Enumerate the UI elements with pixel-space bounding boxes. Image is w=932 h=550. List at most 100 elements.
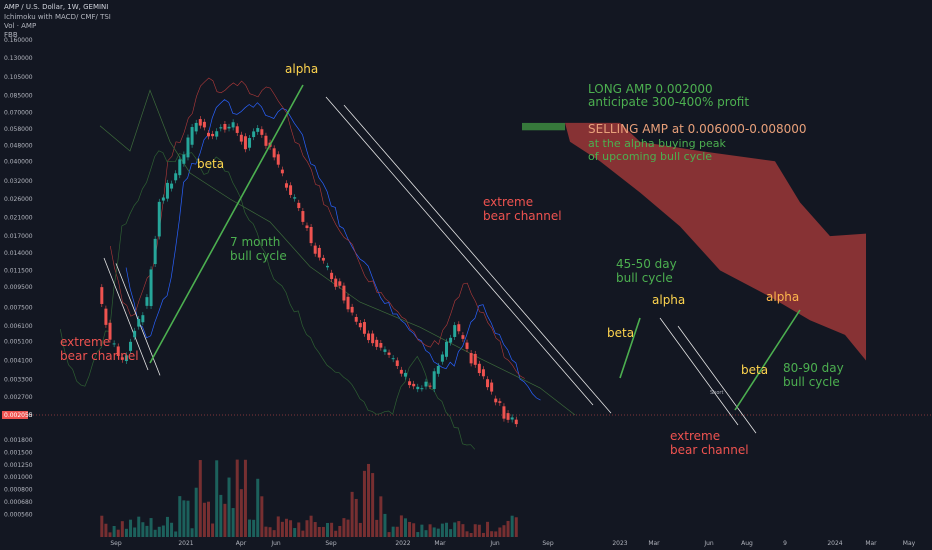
y-tick-label: 0.130000 (4, 55, 33, 62)
candle-body (371, 333, 375, 344)
volume-bar (174, 531, 178, 537)
volume-bar (428, 524, 432, 537)
volume-bar (145, 525, 149, 537)
volume-bar (256, 478, 260, 537)
candle-body (465, 342, 469, 349)
candle-body (387, 352, 391, 355)
volume-bar (284, 518, 288, 537)
volume-bar (375, 519, 379, 537)
kumo-cloud-green (522, 122, 565, 131)
alpha-label-2: alpha (652, 293, 685, 307)
candle-body (284, 183, 288, 188)
candle-body (153, 238, 157, 265)
volume-bar (219, 494, 223, 537)
y-tick-label: 0.005100 (4, 338, 33, 345)
y-tick-label: 0.021000 (4, 215, 33, 222)
y-tick-label: 0.001250 (4, 462, 33, 469)
candle-body (227, 126, 231, 129)
candle-body (490, 382, 494, 392)
sell-note-line3: of upcoming bull cycle (588, 150, 712, 163)
bear-channel-1-label-line1: extreme (60, 335, 110, 349)
volume-bar (268, 527, 272, 537)
volume-bar (469, 532, 473, 537)
volume-bar (182, 500, 186, 537)
volume-bar (116, 529, 120, 537)
candle-body (481, 369, 485, 377)
volume-bar (124, 528, 128, 537)
y-tick-label: 0.000560 (4, 511, 33, 518)
volume-bar (141, 522, 145, 537)
candle-body (256, 128, 260, 132)
volume-bar (215, 460, 219, 537)
candle-body (317, 247, 321, 258)
alpha-label-3: alpha (766, 290, 799, 304)
volume-bar (186, 500, 190, 537)
volume-bar (371, 473, 375, 537)
y-tick-label: 0.001500 (4, 449, 33, 456)
volume-bar (170, 522, 174, 537)
candle-body (321, 257, 325, 261)
volume-bar (346, 519, 350, 537)
beta-label-3: beta (741, 363, 768, 377)
bear-channel-3-lower (677, 325, 757, 434)
y-tick-label: 0.048000 (4, 142, 33, 149)
volume-bar (412, 523, 416, 537)
candle-body (428, 385, 432, 387)
candle-body (252, 131, 256, 138)
candle-body (383, 349, 387, 352)
volume-bar (223, 503, 227, 537)
volume-bar (137, 516, 141, 537)
volume-bar (416, 532, 420, 537)
y-tick-label: 0.001800 (4, 437, 33, 444)
candle-body (399, 369, 403, 374)
volume-bar (330, 522, 334, 537)
beta-label-1: beta (197, 157, 224, 171)
candle-body (334, 278, 338, 287)
candle-body (116, 346, 120, 356)
volume-bar (149, 518, 153, 537)
volume-bar (457, 521, 461, 537)
candle-body (272, 148, 276, 158)
candle-body (514, 419, 518, 425)
volume-bar (231, 508, 235, 537)
x-tick-label: Jun (270, 540, 281, 547)
volume-bar (350, 491, 354, 537)
y-tick-label: 0.160000 (4, 37, 33, 44)
volume-bar (383, 513, 387, 537)
price-badge-label: 0.002055 (4, 412, 33, 419)
y-tick-label: 0.009500 (4, 284, 33, 291)
candle-body (194, 122, 198, 132)
candle-body (145, 297, 149, 306)
bear-channel-1-label-line2: bear channel (60, 349, 139, 363)
x-tick-label: May (903, 540, 916, 547)
bull-cycle-line-2 (619, 317, 641, 379)
candle-body (190, 127, 194, 145)
volume-bar (358, 522, 362, 537)
x-tick-label: 2023 (612, 540, 627, 547)
candle-body (248, 138, 252, 148)
volume-bar (264, 526, 268, 537)
candle-body (346, 296, 350, 310)
volume-bar (403, 518, 407, 537)
candle-body (506, 413, 510, 420)
volume-bar (104, 523, 108, 537)
chart-title: AMP / U.S. Dollar, 1W, GEMINI (4, 3, 109, 11)
volume-bar (477, 524, 481, 537)
volume-bar (440, 523, 444, 537)
candle-body (231, 122, 235, 128)
volume-bar (248, 519, 252, 537)
candle-body (223, 123, 227, 130)
volume-bar (227, 477, 231, 537)
y-tick-label: 0.070000 (4, 109, 33, 116)
candle-body (211, 133, 215, 137)
bear-channel-3-label-line1: extreme (670, 429, 720, 443)
x-axis: Sep 2021 Apr Jun Sep 2022 Mar Jun Sep 2023 Mar Jun A… (110, 540, 915, 547)
y-axis: 0.160000 0.130000 0.105000 0.085000 0.070000… (4, 37, 33, 518)
y-tick-label: 0.001000 (4, 474, 33, 481)
candle-body (395, 360, 399, 366)
candle-body (510, 417, 514, 420)
candle-body (445, 341, 449, 357)
bull-cycle-1-label-line2: bull cycle (230, 249, 287, 263)
